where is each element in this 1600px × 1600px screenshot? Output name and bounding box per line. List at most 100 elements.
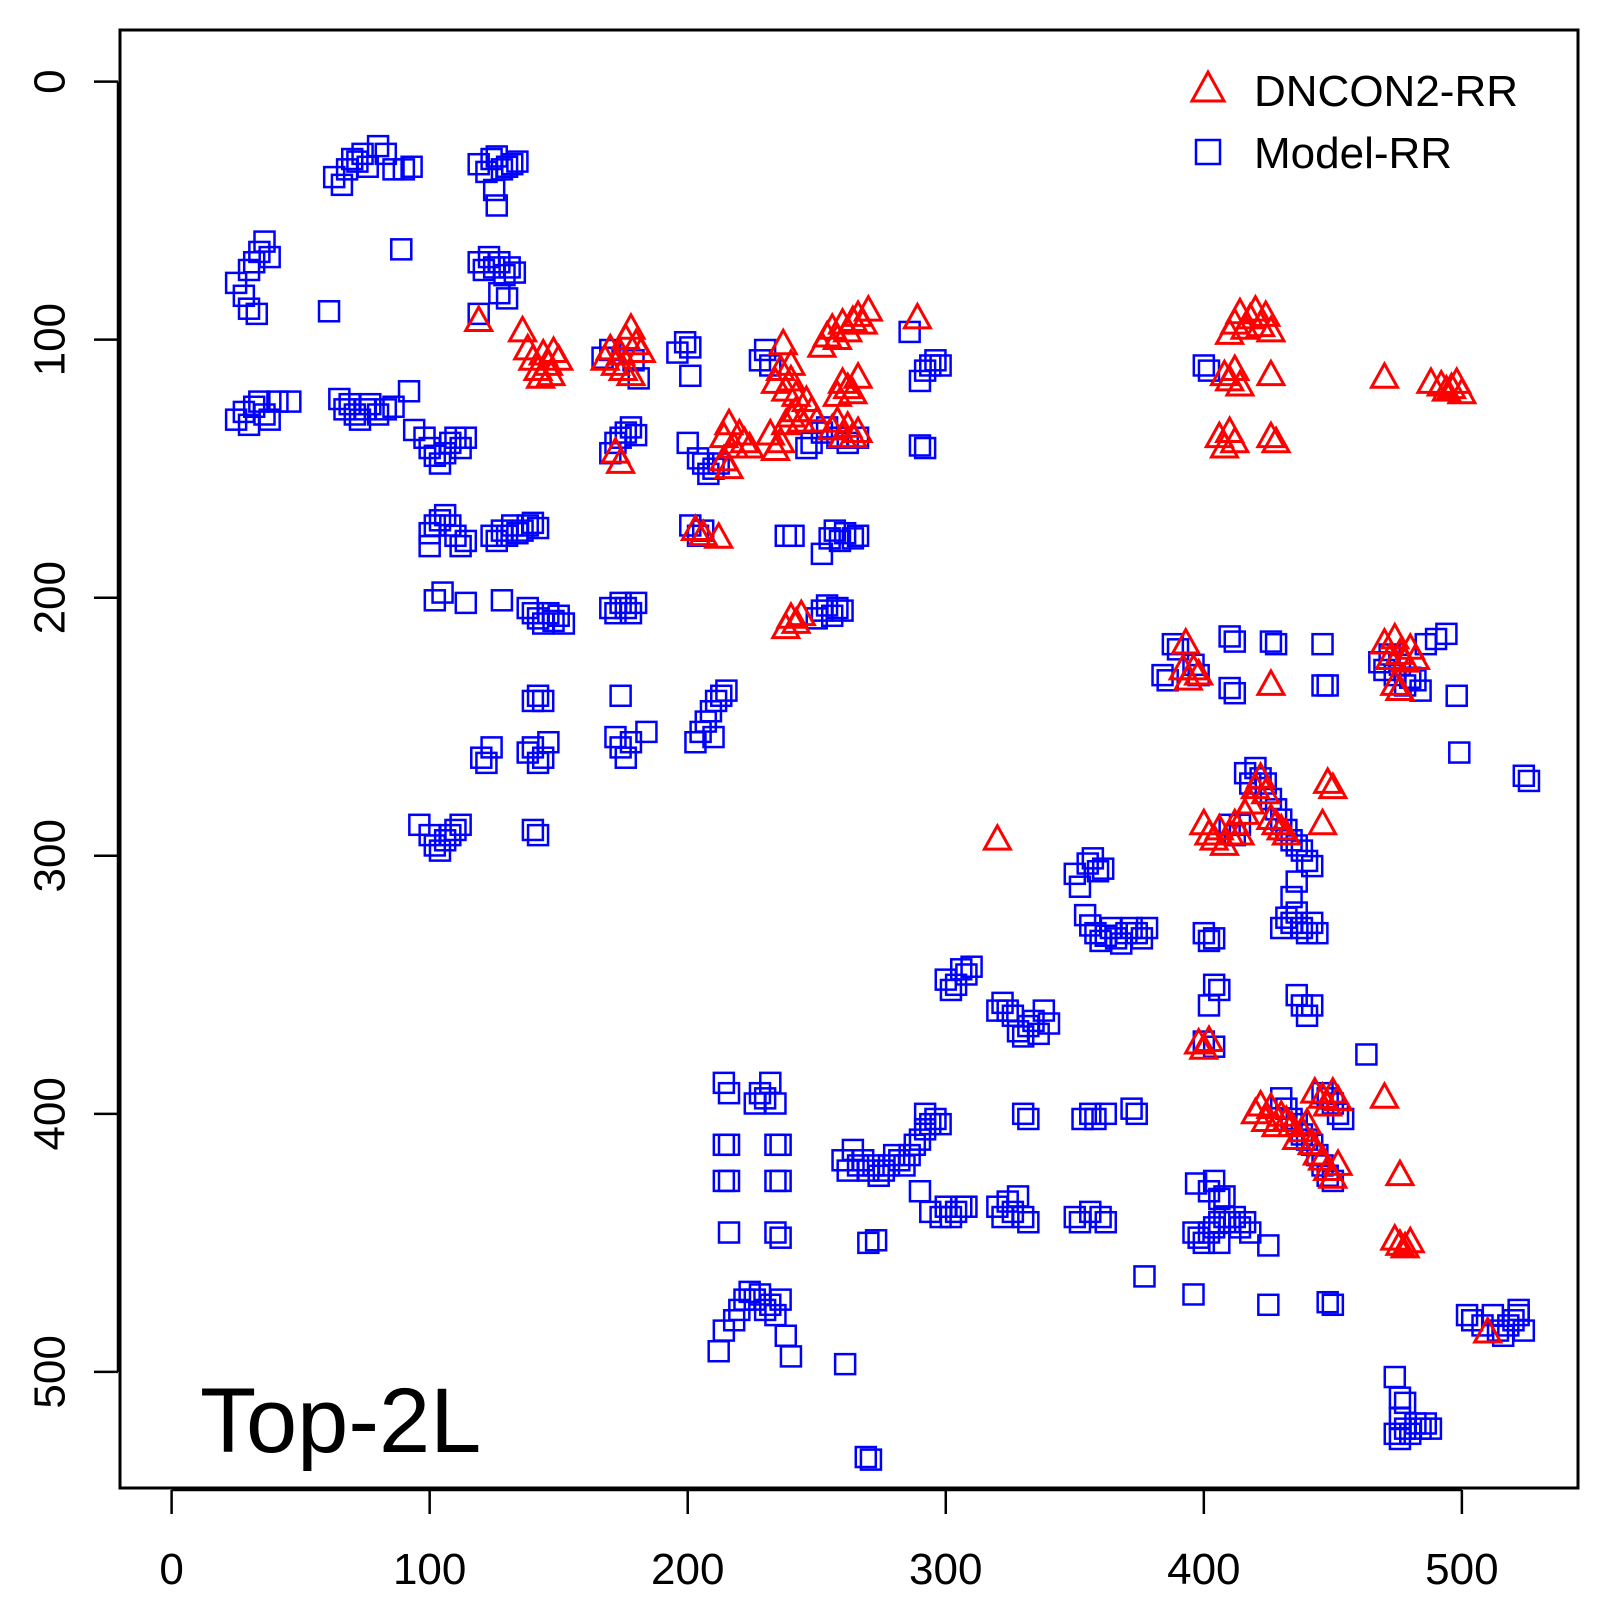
data-point xyxy=(1063,1205,1087,1229)
data-point xyxy=(1384,1227,1416,1256)
data-point xyxy=(1291,1106,1323,1135)
data-point xyxy=(253,403,276,426)
data-point xyxy=(1224,368,1256,397)
data-point xyxy=(485,194,509,217)
data-point xyxy=(1472,1315,1504,1344)
data-point xyxy=(1300,994,1324,1017)
x-tick-label: 200 xyxy=(651,1545,724,1594)
data-point xyxy=(1270,1103,1302,1132)
data-point xyxy=(1257,1234,1280,1257)
data-point xyxy=(392,158,416,181)
data-point xyxy=(1384,1158,1416,1187)
data-point xyxy=(431,581,454,604)
data-point xyxy=(1166,638,1190,661)
data-point xyxy=(1193,817,1225,846)
data-point xyxy=(1255,802,1287,831)
data-point xyxy=(475,751,498,775)
data-point xyxy=(854,1445,878,1469)
legend-label: DNCON2-RR xyxy=(1254,67,1518,116)
panel-label: Top-2L xyxy=(200,1370,481,1472)
data-point xyxy=(526,684,550,708)
data-point xyxy=(687,518,719,547)
data-point xyxy=(1322,1147,1354,1176)
data-point xyxy=(1265,1098,1297,1127)
data-point xyxy=(1285,870,1308,893)
legend-triangle-icon xyxy=(1189,69,1227,103)
data-point xyxy=(444,818,467,842)
data-point xyxy=(605,445,637,474)
x-tick-label: 400 xyxy=(1167,1545,1240,1594)
data-point xyxy=(317,300,341,323)
data-point xyxy=(224,271,248,295)
data-point xyxy=(715,679,738,702)
data-point xyxy=(1394,1225,1426,1254)
data-point xyxy=(842,414,874,443)
data-point xyxy=(1259,630,1283,653)
data-point xyxy=(753,338,777,362)
data-point xyxy=(1399,642,1431,671)
data-point xyxy=(1507,1298,1530,1322)
data-point xyxy=(224,408,248,431)
data-point xyxy=(679,336,702,359)
data-point xyxy=(1063,862,1087,886)
data-point xyxy=(525,360,557,389)
data-point xyxy=(1135,916,1159,940)
data-point xyxy=(769,1226,792,1249)
data-point xyxy=(482,178,506,202)
data-point xyxy=(1089,1205,1112,1229)
data-point xyxy=(960,955,983,978)
data-point xyxy=(1223,681,1247,705)
data-point xyxy=(237,297,261,320)
x-tick-label: 300 xyxy=(909,1545,982,1594)
data-point xyxy=(1265,812,1297,841)
data-point xyxy=(859,1448,883,1471)
data-point xyxy=(826,596,849,620)
data-point xyxy=(1389,1230,1421,1259)
data-point xyxy=(1306,921,1329,945)
series-dncon2-rr xyxy=(463,293,1504,1344)
data-point xyxy=(490,589,514,612)
data-point xyxy=(837,420,869,449)
data-point xyxy=(607,353,639,382)
data-point xyxy=(1219,425,1251,454)
data-point xyxy=(1239,1221,1262,1244)
data-point xyxy=(500,152,524,176)
data-point xyxy=(846,524,870,548)
data-point xyxy=(765,353,797,382)
data-point xyxy=(1224,817,1256,846)
data-point xyxy=(495,287,519,310)
data-point xyxy=(1133,1265,1156,1288)
data-point xyxy=(614,746,638,769)
data-point xyxy=(1079,1102,1102,1126)
data-point xyxy=(535,358,567,387)
data-point xyxy=(717,1081,741,1105)
data-point xyxy=(785,598,817,627)
data-point xyxy=(679,513,712,542)
data-point xyxy=(1321,1293,1345,1317)
data-point xyxy=(635,720,658,744)
data-point xyxy=(1255,314,1287,343)
data-point xyxy=(258,408,281,431)
x-tick-label: 0 xyxy=(159,1545,183,1594)
data-point xyxy=(1120,1097,1143,1120)
data-point xyxy=(795,436,818,460)
data-point xyxy=(707,1339,730,1363)
data-point xyxy=(322,165,346,189)
data-point xyxy=(1177,652,1210,681)
data-point xyxy=(1311,632,1334,656)
data-point xyxy=(1322,1083,1354,1112)
data-point xyxy=(1193,1023,1225,1052)
data-point xyxy=(1184,1172,1208,1195)
data-point xyxy=(1430,373,1462,402)
data-point xyxy=(498,256,521,279)
data-point xyxy=(1409,679,1432,702)
data-point xyxy=(1011,1205,1035,1229)
data-point xyxy=(480,736,503,759)
y-tick-label: 500 xyxy=(26,1335,75,1408)
data-point xyxy=(837,376,869,405)
data-point xyxy=(526,516,550,540)
data-point xyxy=(810,542,834,566)
plot-frame xyxy=(118,28,1580,1490)
data-point xyxy=(833,521,857,545)
data-point xyxy=(679,364,702,388)
